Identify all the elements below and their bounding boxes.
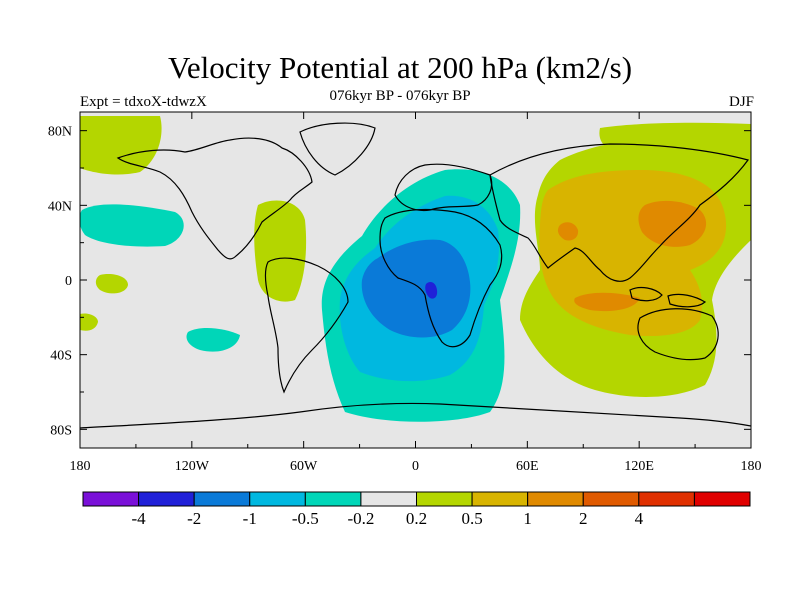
lat-tick-label: 40N — [48, 199, 72, 214]
colorbar-label: 2 — [579, 509, 588, 528]
contour-pos-patch-dateline — [745, 207, 751, 224]
lat-tick-label: 40S — [50, 349, 72, 364]
colorbar-label: -0.2 — [347, 509, 374, 528]
map-field — [80, 112, 751, 448]
contour-pos-patch-pacific — [95, 274, 128, 294]
lon-tick-label: 60E — [516, 459, 539, 474]
contour-pos-1-b — [557, 222, 579, 241]
colorbar-swatch — [416, 491, 473, 507]
coast-greenland — [299, 122, 376, 176]
coast-maritime — [629, 286, 707, 308]
colorbar-label: -4 — [131, 509, 146, 528]
coast-africa — [379, 208, 503, 348]
coast-europe — [394, 163, 493, 212]
lon-tick-label: 60W — [290, 459, 318, 474]
colorbar: -4 -2 -1 -0.5 -0.2 0.2 0.5 1 2 4 — [82, 491, 751, 528]
contour-pos-1 — [638, 200, 707, 247]
lat-tick-label: 80S — [50, 423, 72, 438]
lat-tick-label: 80N — [48, 125, 72, 140]
coast-australia — [637, 308, 719, 361]
colorbar-swatch — [527, 491, 584, 507]
contour-neg-2 — [425, 282, 438, 299]
colorbar-label: -1 — [243, 509, 257, 528]
coastlines — [80, 122, 751, 429]
contour-pos-1-c — [574, 292, 640, 312]
lon-tick-label: 0 — [412, 459, 419, 474]
lon-tick-label: 180 — [70, 459, 91, 474]
lon-tick-label: 180 — [741, 459, 762, 474]
colorbar-swatch — [304, 491, 362, 507]
experiment-label: Expt = tdxoX-tdwzX — [80, 94, 207, 110]
contour-neg-1 — [361, 239, 471, 338]
colorbar-swatch — [471, 491, 529, 507]
colorbar-swatch — [82, 491, 140, 507]
longitude-axis: 180 120W 60W 0 60E 120E 180 — [70, 112, 762, 474]
colorbar-label: -0.5 — [292, 509, 319, 528]
colorbar-swatch — [249, 491, 306, 507]
colorbar-label: -2 — [187, 509, 201, 528]
lon-tick-label: 120W — [175, 459, 210, 474]
season-label: DJF — [728, 94, 754, 110]
chart-title: Velocity Potential at 200 hPa (km2/s) — [167, 50, 633, 85]
colorbar-swatch — [582, 491, 640, 507]
chart-subtitle: 076kyr BP - 076kyr BP — [329, 88, 471, 104]
contour-pos-patch-americas — [254, 200, 307, 302]
colorbar-label: 0.2 — [406, 509, 427, 528]
colorbar-swatch — [693, 491, 751, 507]
colorbar-swatch — [193, 491, 251, 507]
contour-pos-patch-arctic-e — [599, 122, 751, 170]
lat-tick-label: 0 — [65, 274, 72, 289]
latitude-axis: 80N 40N 0 40S 80S — [48, 125, 751, 438]
colorbar-label: 0.5 — [461, 509, 482, 528]
colorbar-swatch — [360, 491, 417, 507]
coast-south-america — [264, 257, 349, 394]
coast-north-america — [116, 137, 313, 260]
colorbar-swatch — [138, 491, 195, 507]
colorbar-label: 1 — [523, 509, 532, 528]
coast-antarctica — [80, 402, 751, 429]
contour-pos-patch-south-pacific — [80, 313, 98, 331]
contour-neg-patch-2 — [186, 328, 240, 352]
lon-tick-label: 120E — [624, 459, 654, 474]
contour-neg-patch-1 — [80, 204, 184, 247]
contour-pos-patch-arctic-w — [80, 116, 162, 175]
colorbar-label: 4 — [635, 509, 644, 528]
colorbar-swatch — [638, 491, 695, 507]
coast-asia — [489, 143, 749, 282]
